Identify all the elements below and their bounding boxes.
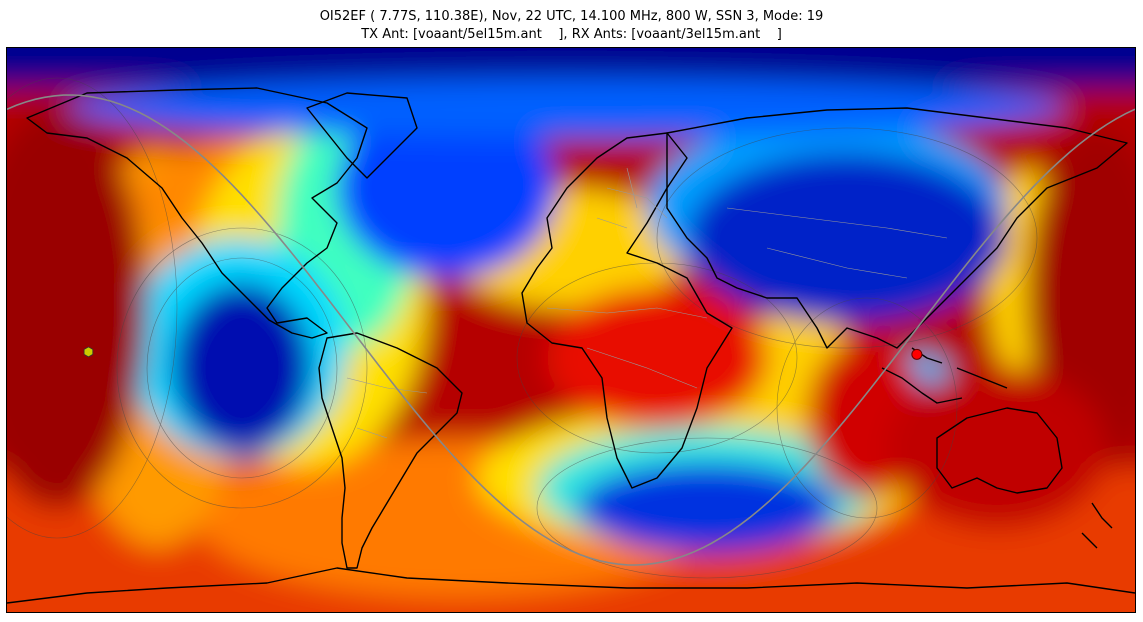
contour-1 (146, 257, 338, 479)
asia-coast (666, 107, 1128, 349)
heat-blue-pacific-east (172, 283, 312, 453)
heat-blue-asia (687, 153, 1007, 323)
coverage-map-svg (7, 48, 1135, 612)
antarctica-coast (7, 567, 1135, 604)
greenland-coast (306, 92, 418, 179)
new-zealand-coast (1081, 502, 1113, 549)
map-title-line-1: OI52EF ( 7.77S, 110.38E), Nov, 22 UTC, 1… (319, 9, 824, 24)
transmitter-marker (911, 348, 923, 360)
coastlines (7, 87, 1135, 604)
coverage-map (6, 47, 1136, 613)
europe-africa-coast (521, 132, 733, 489)
contour-2 (116, 227, 368, 509)
border-asia (726, 207, 948, 279)
contour-5 (776, 297, 958, 519)
contour-7 (7, 77, 178, 539)
border-south-america (346, 377, 428, 439)
receiver-marker (83, 346, 94, 358)
heat-arctic-cyan (67, 78, 1067, 138)
heat-blue-north-atlantic (337, 98, 557, 278)
contour-lines (7, 77, 1038, 579)
country-borders (346, 167, 948, 439)
heat-red-africa (547, 288, 767, 428)
border-africa (546, 307, 708, 389)
great-circle-path (7, 94, 1135, 566)
heat-blue-south-atlantic (577, 463, 837, 553)
border-europe (596, 167, 668, 229)
heat-red-australia (887, 368, 1107, 528)
south-america-coast (318, 332, 463, 569)
map-title-line-2: TX Ant: [voaant/5el15m.ant ], RX Ants: [… (361, 27, 782, 42)
heat-darkred-pacific-east (7, 108, 147, 508)
contour-4 (536, 437, 878, 579)
north-america-coast (26, 87, 368, 339)
contour-3 (656, 127, 1038, 349)
australia-coast (936, 407, 1063, 494)
